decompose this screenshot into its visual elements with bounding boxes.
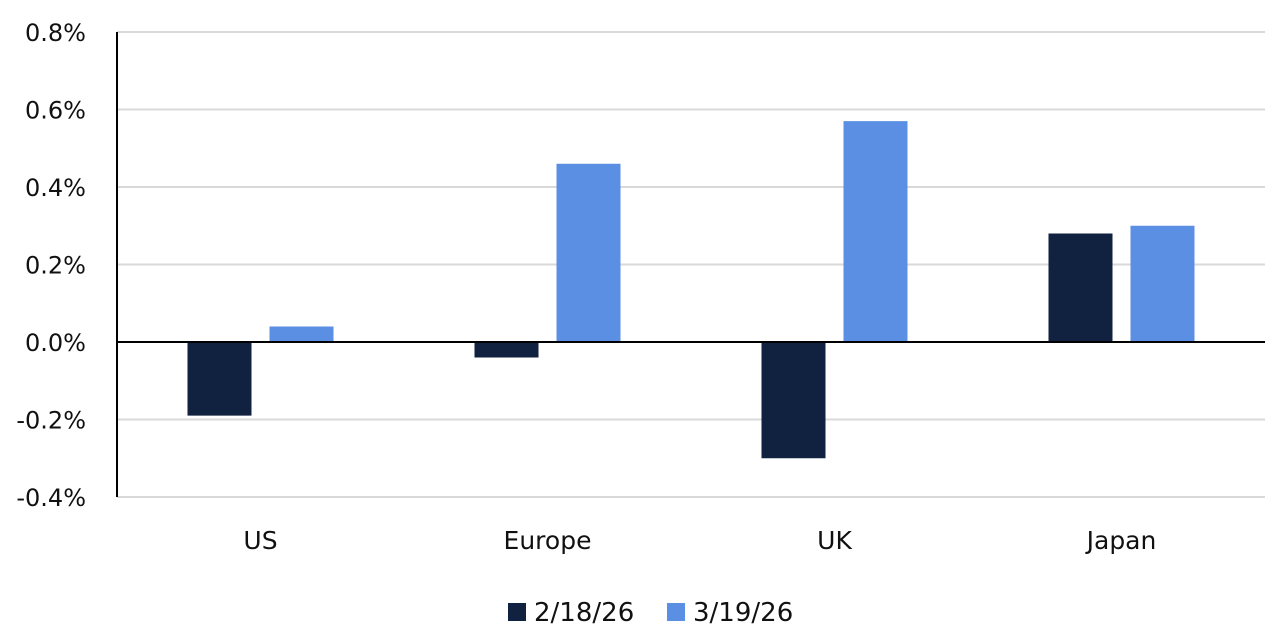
bar-japan-2-18-26 [1048,233,1113,342]
y-tick-label: -0.2% [16,407,86,435]
bar-europe-2-18-26 [474,342,539,358]
y-tick-label: 0.0% [25,329,86,357]
legend-swatch [508,603,526,621]
y-tick-label: 0.6% [25,97,86,125]
y-tick-label: 0.8% [25,19,86,47]
y-tick-label: 0.4% [25,174,86,202]
legend-swatch [667,603,685,621]
bar-uk-2-18-26 [761,342,826,459]
bar-japan-3-19-26 [1130,225,1195,342]
x-tick-label: UK [817,526,852,555]
legend-label: 2/18/26 [534,598,634,628]
x-tick-label: US [243,526,277,555]
bar-europe-3-19-26 [556,163,621,342]
y-tick-label: -0.4% [16,484,86,512]
x-tick-label: Europe [504,526,592,555]
bar-us-3-19-26 [269,326,334,342]
bar-uk-3-19-26 [843,121,908,342]
y-tick-label: 0.2% [25,252,86,280]
x-tick-label: Japan [1085,526,1157,555]
bar-us-2-18-26 [187,342,252,416]
legend-label: 3/19/26 [693,598,793,628]
